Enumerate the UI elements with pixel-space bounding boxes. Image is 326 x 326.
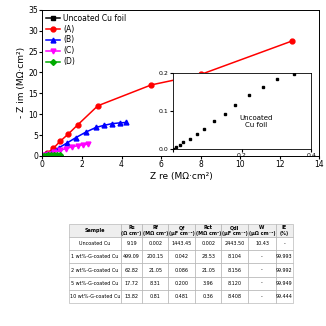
Uncoated Cu foil bbox=[43, 154, 47, 157]
(B) bbox=[57, 146, 61, 150]
(C) bbox=[86, 142, 90, 146]
Uncoated Cu foil bbox=[41, 154, 45, 158]
(A) bbox=[45, 151, 49, 155]
Uncoated Cu foil bbox=[40, 154, 44, 158]
(C) bbox=[64, 147, 68, 151]
Uncoated Cu foil bbox=[46, 153, 50, 157]
Y-axis label: - Z im (MΩ·cm²): - Z im (MΩ·cm²) bbox=[17, 47, 26, 118]
(A) bbox=[199, 72, 203, 76]
Line: Uncoated Cu foil: Uncoated Cu foil bbox=[40, 153, 52, 158]
(A) bbox=[290, 39, 294, 43]
Uncoated Cu foil bbox=[41, 154, 45, 158]
(A) bbox=[149, 83, 153, 87]
Uncoated Cu foil bbox=[41, 154, 45, 158]
Uncoated Cu foil bbox=[44, 154, 48, 157]
X-axis label: Z re (MΩ·cm²): Z re (MΩ·cm²) bbox=[150, 172, 212, 181]
(A) bbox=[76, 123, 80, 126]
Uncoated Cu foil bbox=[41, 154, 45, 158]
(B) bbox=[65, 141, 69, 145]
(D) bbox=[58, 153, 62, 157]
Legend: Uncoated Cu foil, (A), (B), (C), (D): Uncoated Cu foil, (A), (B), (C), (D) bbox=[45, 12, 128, 68]
(C) bbox=[52, 150, 56, 154]
(C) bbox=[70, 145, 74, 149]
(D) bbox=[40, 154, 44, 158]
(D) bbox=[49, 153, 53, 157]
(C) bbox=[81, 143, 85, 147]
Uncoated Cu foil bbox=[42, 154, 46, 157]
(C) bbox=[43, 153, 47, 157]
(B) bbox=[102, 124, 106, 127]
(D) bbox=[52, 153, 56, 157]
(A) bbox=[66, 132, 70, 136]
Uncoated Cu foil bbox=[48, 153, 52, 157]
(B) bbox=[118, 121, 122, 125]
(A) bbox=[58, 139, 62, 143]
(A) bbox=[40, 154, 44, 158]
(B) bbox=[74, 136, 78, 140]
Line: (C): (C) bbox=[40, 142, 90, 158]
(B) bbox=[84, 130, 88, 134]
(B) bbox=[94, 126, 98, 129]
(D) bbox=[44, 154, 48, 157]
(B) bbox=[44, 152, 48, 156]
(A) bbox=[96, 104, 100, 108]
(A) bbox=[51, 146, 55, 150]
(D) bbox=[46, 153, 50, 157]
(C) bbox=[76, 144, 80, 148]
(D) bbox=[55, 153, 59, 157]
(B) bbox=[124, 121, 127, 125]
Uncoated Cu foil bbox=[42, 154, 46, 158]
(D) bbox=[42, 154, 46, 158]
(C) bbox=[47, 152, 51, 156]
Uncoated Cu foil bbox=[45, 153, 49, 157]
Line: (D): (D) bbox=[40, 153, 62, 158]
(B) bbox=[50, 150, 54, 154]
Uncoated Cu foil bbox=[47, 153, 51, 157]
Uncoated Cu foil bbox=[46, 153, 50, 157]
(B) bbox=[110, 122, 114, 126]
Line: (A): (A) bbox=[40, 39, 294, 158]
(C) bbox=[40, 154, 44, 158]
Uncoated Cu foil bbox=[43, 154, 47, 157]
(B) bbox=[40, 154, 44, 158]
(C) bbox=[58, 148, 62, 152]
Line: (B): (B) bbox=[40, 120, 128, 158]
